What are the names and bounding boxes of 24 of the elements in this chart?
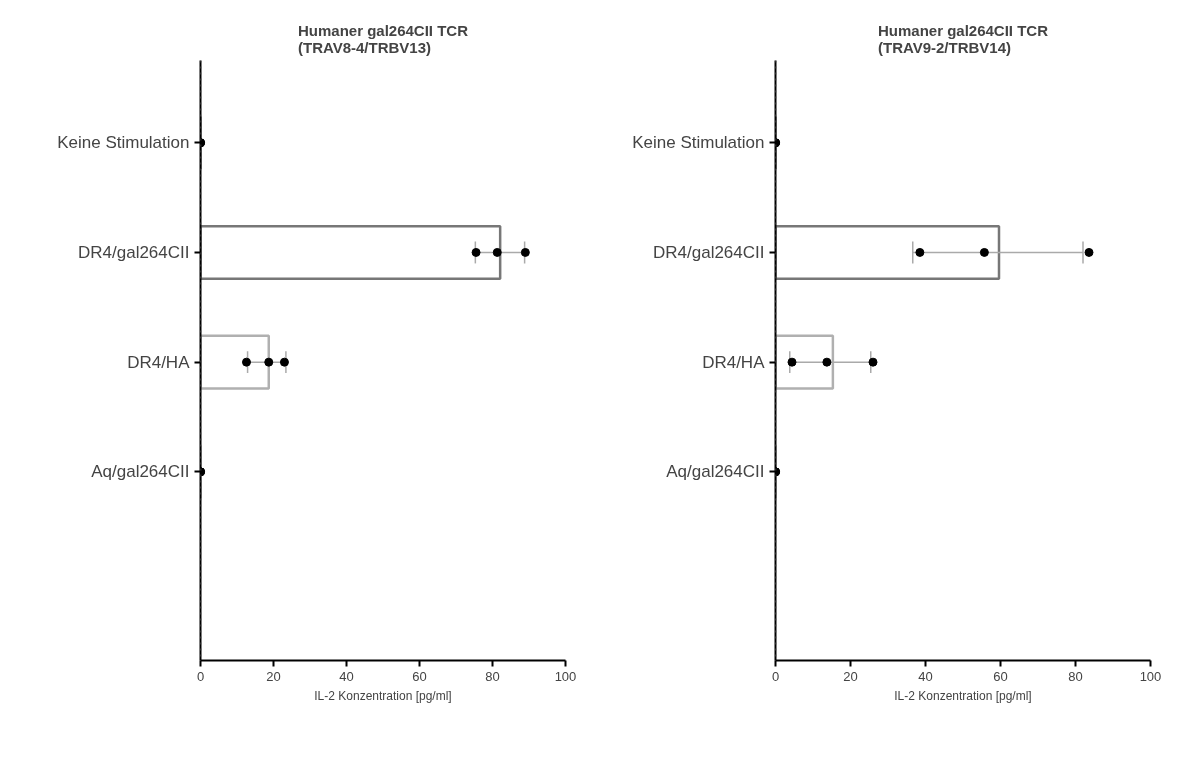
chart-title: Humaner gal264CII TCR (TRAV9-2/TRBV14) (877, 21, 1049, 56)
x-axis-title: IL-2 Konzentration [pg/ml] (314, 688, 452, 703)
y-tick-label: Keine Stimulation (632, 133, 765, 153)
x-tick-label: 40 (339, 668, 354, 684)
chart-title: Humaner gal264CII TCR (TRAV8-4/TRBV13) (297, 21, 469, 56)
x-tick-label: 60 (412, 668, 427, 684)
y-tick-label: DR4/gal264CII (653, 242, 765, 262)
y-tick-label: DR4/HA (127, 352, 191, 372)
x-tick-label: 20 (266, 668, 281, 684)
x-tick-label: 60 (993, 668, 1008, 684)
x-tick-label: 20 (843, 668, 858, 684)
y-tick-label: Aq/gal264CII (666, 462, 765, 482)
y-tick-label: DR4/gal264CII (78, 242, 190, 262)
x-tick-label: 40 (918, 668, 933, 684)
y-tick-label: Aq/gal264CII (91, 462, 190, 482)
x-tick-label: 0 (196, 668, 205, 684)
x-tick-label: 80 (485, 668, 500, 684)
x-tick-label: 80 (1068, 668, 1083, 684)
x-axis-title: IL-2 Konzentration [pg/ml] (894, 688, 1032, 703)
x-tick-label: 100 (1139, 668, 1162, 684)
x-tick-label: 0 (771, 668, 780, 684)
y-tick-label: Keine Stimulation (57, 133, 190, 153)
y-tick-label: DR4/HA (702, 352, 766, 372)
x-tick-label: 100 (554, 668, 577, 684)
